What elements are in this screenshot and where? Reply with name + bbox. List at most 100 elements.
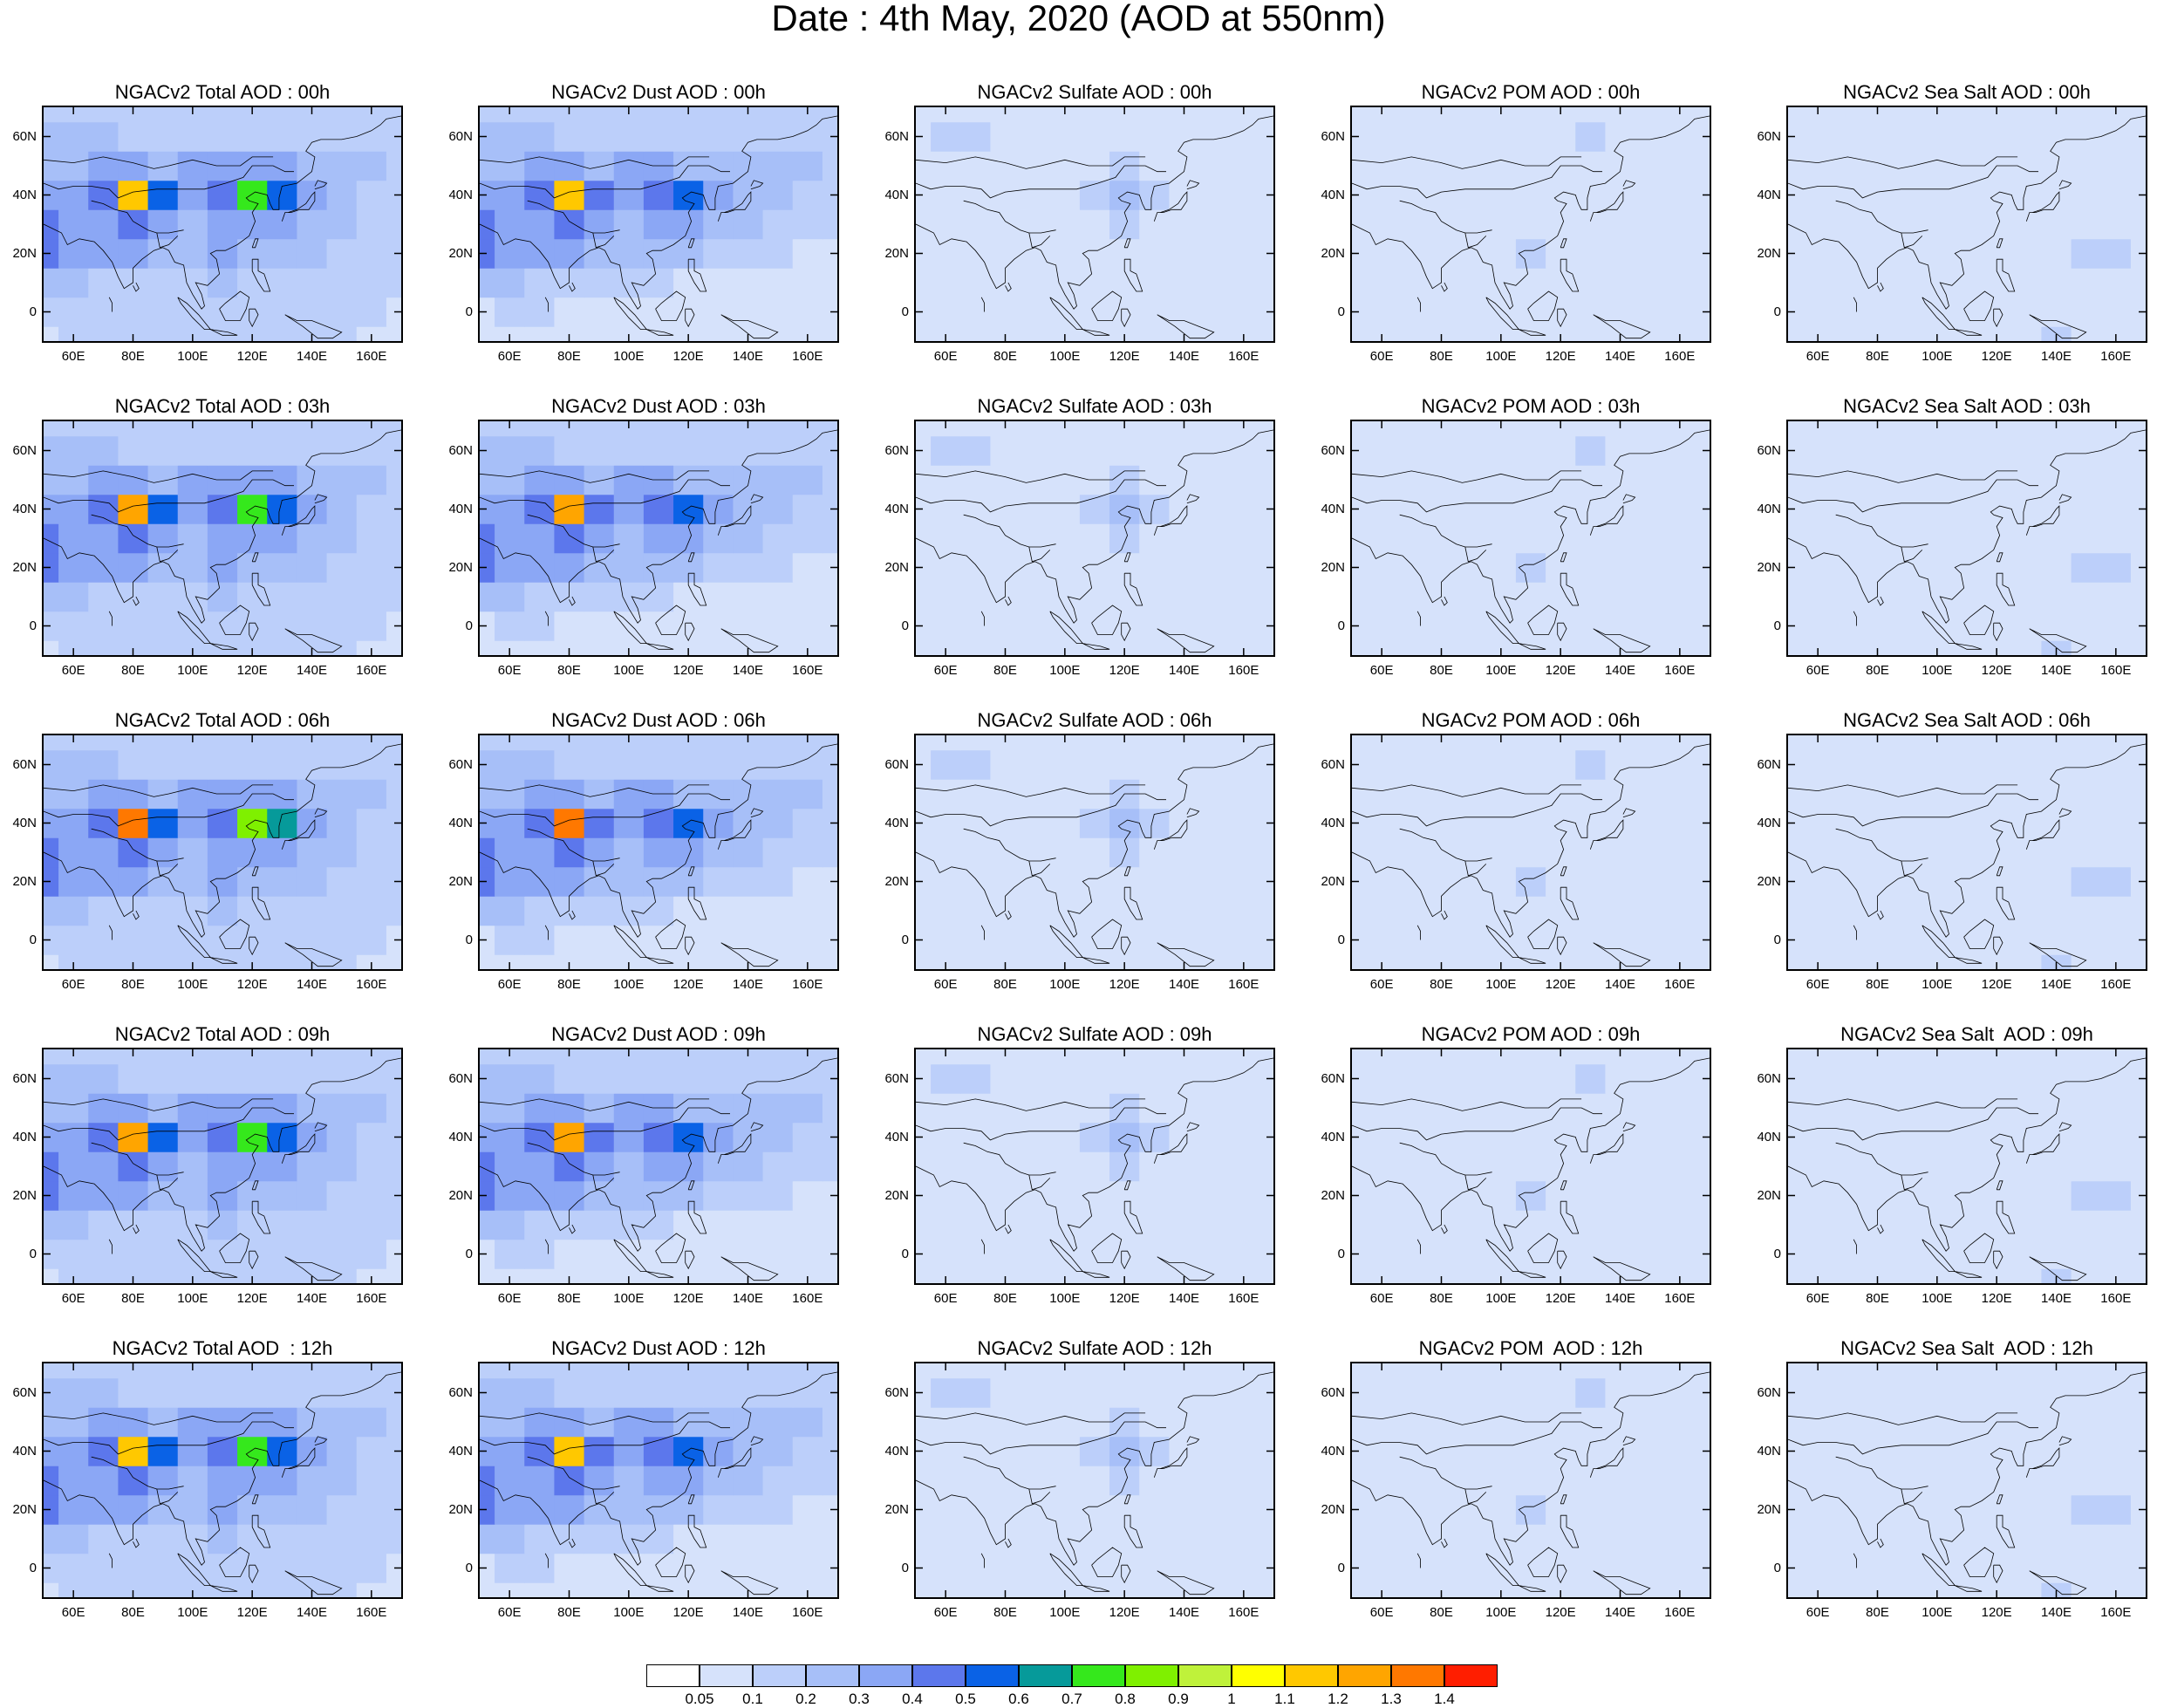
lon-tick-label: 60E xyxy=(933,977,958,992)
aod-cell xyxy=(1922,1210,1953,1240)
aod-cell xyxy=(1396,735,1427,751)
coastline xyxy=(1121,1564,1131,1584)
aod-cell xyxy=(990,435,1021,466)
aod-cell xyxy=(1367,735,1397,751)
coastline xyxy=(592,546,615,563)
coastline xyxy=(1560,1200,1580,1234)
lon-tick-label: 80E xyxy=(1430,977,1453,992)
aod-cell xyxy=(1258,640,1273,655)
aod-cell xyxy=(267,107,297,123)
aod-cell xyxy=(1833,779,1863,810)
lon-tick-label: 60E xyxy=(1805,349,1830,364)
coastline xyxy=(1082,1585,1110,1592)
aod-cell xyxy=(1079,1494,1110,1525)
aod-cell xyxy=(1694,552,1710,583)
aod-cell xyxy=(326,735,358,751)
aod-cell xyxy=(1426,808,1457,838)
aod-cell xyxy=(931,1268,961,1283)
aod-cell xyxy=(1169,1407,1200,1438)
coastline xyxy=(646,643,674,650)
aod-cell xyxy=(2071,611,2102,641)
lat-tick-label: 40N xyxy=(448,1129,473,1144)
aod-cell xyxy=(1485,749,1517,780)
aod-cell xyxy=(931,209,961,240)
aod-cell xyxy=(1258,326,1273,341)
aod-cell xyxy=(822,866,837,897)
aod-cell xyxy=(2041,552,2072,583)
aod-cell xyxy=(1694,1063,1710,1094)
aod-cell xyxy=(1426,866,1457,897)
aod-cell xyxy=(177,1151,208,1182)
aod-cell xyxy=(1228,896,1259,926)
aod-cell xyxy=(1079,896,1110,926)
aod-cell xyxy=(1139,1436,1170,1466)
aod-cell xyxy=(1833,151,1863,181)
aod-cell xyxy=(147,896,179,926)
aod-cell xyxy=(147,209,179,240)
lon-tick-label: 80E xyxy=(557,349,581,364)
aod-cell xyxy=(207,1465,238,1496)
aod-cell xyxy=(1862,1049,1894,1065)
aod-cell xyxy=(1169,151,1200,181)
coastline xyxy=(963,1142,1056,1176)
aod-cell xyxy=(703,1049,734,1065)
aod-cell xyxy=(613,1553,645,1583)
aod-cell xyxy=(524,121,555,152)
aod-cell xyxy=(792,523,823,554)
aod-cell xyxy=(1426,326,1457,341)
aod-cell xyxy=(524,611,555,641)
aod-cell xyxy=(1367,1093,1397,1124)
coastline xyxy=(916,156,1146,169)
aod-cell xyxy=(1456,1407,1487,1438)
colorbar-tick-label: 0.9 xyxy=(1168,1691,1189,1707)
aod-cell xyxy=(1485,435,1517,466)
coastline xyxy=(1028,860,1051,877)
aod-cell xyxy=(297,1180,328,1211)
coastline xyxy=(44,470,274,483)
aod-cell xyxy=(2011,1268,2042,1283)
aod-cell xyxy=(643,421,674,437)
aod-cell xyxy=(58,209,89,240)
aod-cell xyxy=(1426,735,1457,751)
aod-cell xyxy=(613,1436,645,1466)
coastline xyxy=(210,643,238,650)
aod-cell xyxy=(118,523,149,554)
lat-tick-label: 0 xyxy=(465,932,473,947)
aod-cell xyxy=(792,735,823,751)
aod-cell xyxy=(1485,238,1517,269)
aod-cell xyxy=(44,1049,59,1065)
aod-cell xyxy=(554,494,585,524)
aod-cell xyxy=(643,552,674,583)
aod-cell xyxy=(613,749,645,780)
aod-cell xyxy=(1258,1465,1273,1496)
aod-cell xyxy=(916,1049,932,1065)
coastline xyxy=(1593,1570,1651,1595)
aod-cell xyxy=(1664,151,1696,181)
aod-cell xyxy=(792,1436,823,1466)
aod-cell xyxy=(1198,1582,1230,1597)
aod-cell xyxy=(237,611,268,641)
aod-cell xyxy=(1198,1049,1230,1065)
map-panel: NGACv2 Total AOD : 00h 60N 40N 20N 0 60E 80E 10… xyxy=(0,81,436,395)
aod-cell xyxy=(1546,1049,1576,1065)
aod-cell xyxy=(1367,808,1397,838)
aod-cell xyxy=(822,209,837,240)
lon-tick-label: 100E xyxy=(1922,349,1953,364)
aod-cell xyxy=(1575,209,1606,240)
aod-cell xyxy=(147,1093,179,1124)
aod-cell xyxy=(931,1524,961,1554)
aod-cell xyxy=(931,238,961,269)
aod-cell xyxy=(1803,779,1833,810)
colorbar-swatch xyxy=(859,1664,912,1687)
aod-cell xyxy=(1198,1063,1230,1094)
aod-cell xyxy=(88,1122,119,1152)
aod-cell xyxy=(1546,749,1576,780)
aod-cell xyxy=(762,494,794,524)
aod-cell xyxy=(1020,1363,1051,1379)
map-frame xyxy=(1350,1048,1711,1285)
aod-cell xyxy=(2130,494,2146,524)
aod-cell xyxy=(1546,640,1576,655)
aod-cell xyxy=(118,238,149,269)
aod-cell xyxy=(1951,925,1983,955)
aod-cell xyxy=(177,107,208,123)
